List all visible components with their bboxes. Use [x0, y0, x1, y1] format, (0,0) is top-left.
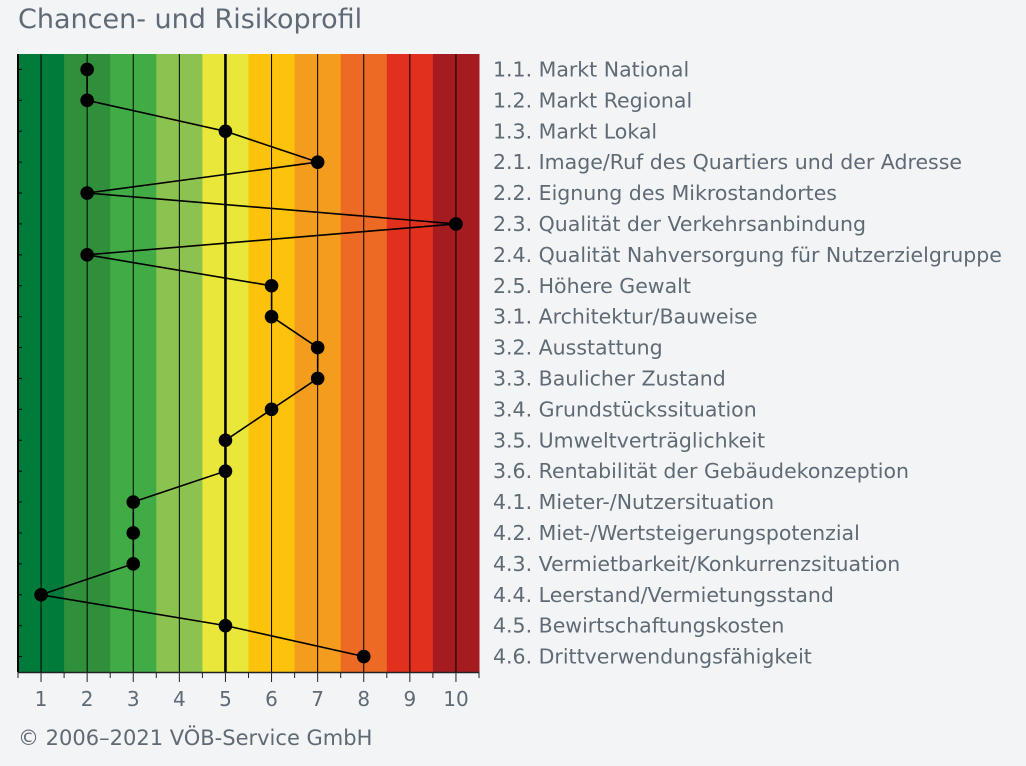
data-point: [218, 464, 233, 478]
category-label: 4.4. Leerstand/Vermietungsstand: [493, 583, 834, 607]
x-tick-label: 5: [219, 687, 232, 711]
x-tick-label: 9: [403, 687, 416, 711]
copyright-footer: © 2006–2021 VÖB-Service GmbH: [18, 726, 373, 750]
profile-chart: 1 2 3 4 5 6 7 8 9 10 1.1. Markt National 1.2. Mark…: [17, 54, 1002, 711]
category-label: 2.2. Eignung des Mikrostandortes: [493, 181, 837, 205]
category-label: 4.1. Mieter-/Nutzersituation: [493, 490, 774, 514]
category-label: 3.6. Rentabilität der Gebäudekonzeption: [493, 459, 909, 483]
x-axis: 1 2 3 4 5 6 7 8 9 10: [17, 671, 480, 711]
data-point: [80, 248, 94, 262]
x-tick-label: 2: [81, 687, 94, 711]
color-band: [225, 54, 249, 672]
color-band: [64, 54, 88, 672]
category-label: 4.3. Vermietbarkeit/Konkurrenzsituation: [493, 552, 900, 576]
color-band: [271, 54, 296, 672]
category-labels: 1.1. Markt National 1.2. Markt Regional 1.…: [493, 57, 1002, 668]
color-band: [340, 54, 365, 672]
category-label: 3.3. Baulicher Zustand: [493, 366, 726, 390]
category-label: 2.5. Höhere Gewalt: [493, 274, 691, 298]
data-point: [310, 340, 325, 355]
category-label: 2.1. Image/Ruf des Quartiers und der Adr…: [493, 150, 962, 174]
data-point: [356, 649, 371, 664]
color-band: [179, 54, 203, 672]
color-band: [317, 54, 342, 672]
x-tick-label: 7: [311, 687, 324, 711]
data-point: [449, 217, 463, 231]
category-label: 1.1. Markt National: [493, 57, 689, 81]
color-band: [110, 54, 134, 672]
category-label: 2.3. Qualität der Verkehrsanbindung: [493, 212, 866, 236]
category-label: 4.5. Bewirtschaftungskosten: [493, 614, 784, 638]
data-point: [80, 93, 94, 108]
data-point: [310, 371, 325, 386]
data-point: [80, 62, 94, 77]
x-tick-label: 4: [173, 687, 186, 711]
color-band: [248, 54, 273, 672]
category-label: 1.3. Markt Lokal: [493, 119, 657, 143]
data-point: [310, 155, 325, 169]
color-band: [202, 54, 226, 672]
color-band: [455, 54, 480, 672]
data-point: [34, 587, 48, 602]
color-band: [363, 54, 388, 672]
category-label: 4.6. Drittverwendungsfähigkeit: [493, 645, 812, 669]
data-point: [264, 309, 279, 324]
color-band: [386, 54, 411, 672]
color-band: [432, 54, 457, 672]
x-tick-label: 6: [265, 687, 278, 711]
x-tick-label: 1: [35, 687, 48, 711]
data-point: [126, 526, 141, 540]
category-label: 3.4. Grundstückssituation: [493, 397, 757, 421]
category-label: 3.1. Architektur/Bauweise: [493, 305, 757, 329]
color-band: [87, 54, 111, 672]
color-band: [409, 54, 434, 672]
data-point: [264, 278, 279, 293]
color-band: [294, 54, 319, 672]
category-label: 4.2. Miet-/Wertsteigerungspotenzial: [493, 521, 860, 545]
data-point: [80, 186, 94, 200]
category-label: 3.5. Umweltverträglichkeit: [493, 428, 765, 452]
color-band: [41, 54, 65, 672]
x-tick-label: 8: [357, 687, 370, 711]
color-bands: [18, 54, 480, 672]
color-band: [18, 54, 42, 672]
x-tick-label: 10: [443, 687, 468, 711]
data-point: [218, 618, 233, 633]
category-label: 1.2. Markt Regional: [493, 88, 692, 112]
data-point: [126, 557, 141, 571]
data-point: [264, 402, 279, 417]
color-band: [133, 54, 157, 672]
chart-title: Chancen- und Risikoprofil: [18, 4, 363, 35]
color-band: [156, 54, 180, 672]
data-point: [218, 124, 233, 139]
data-point: [218, 433, 233, 448]
category-label: 2.4. Qualität Nahversorgung für Nutzerzi…: [493, 243, 1002, 267]
x-tick-label: 3: [127, 687, 140, 711]
grid-lines: [17, 54, 457, 672]
data-point: [126, 495, 141, 509]
category-label: 3.2. Ausstattung: [493, 336, 663, 360]
profile-series: [34, 62, 463, 664]
